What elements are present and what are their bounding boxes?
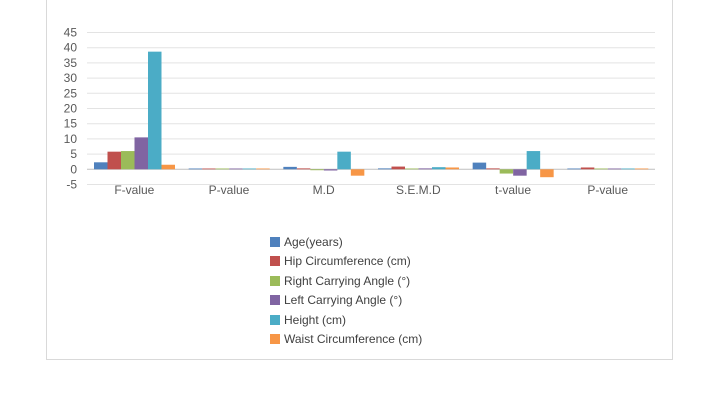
bar [107,151,121,170]
y-tick-label: 10 [64,132,78,146]
bar [323,169,338,171]
legend-label: Age(years) [284,234,343,249]
legend-item: Age(years) [270,232,422,252]
bar [202,168,216,170]
y-tick-label: 30 [64,71,78,85]
bar [134,137,148,170]
bar [405,168,419,170]
legend-item: Height (cm) [270,310,422,330]
bar [432,167,446,170]
bar [242,168,257,170]
bar [283,166,297,170]
legend-label: Hip Circumference (cm) [284,254,411,269]
bar [337,151,351,170]
x-tick-label: P-value [587,183,628,197]
legend-label: Left Carrying Angle (°) [284,293,403,308]
y-tick-label: -5 [66,178,77,192]
bar [296,168,311,170]
y-tick-label: 15 [64,117,78,131]
y-tick-label: 35 [64,56,78,70]
y-tick-label: 45 [64,26,78,40]
x-tick-label: F-value [114,183,154,197]
bar [499,169,514,174]
bar [580,167,595,170]
legend-item: Left Carrying Angle (°) [270,291,422,311]
x-tick-label: S.E.M.D [396,183,441,197]
bar [310,169,324,171]
legend-swatch [270,295,280,306]
y-tick-label: 5 [70,147,77,161]
bar [215,168,230,170]
legend-item: Right Carrying Angle (°) [270,271,422,291]
y-tick-label: 0 [70,162,77,176]
bar [594,168,608,170]
x-axis-tick-labels: F-value P-value M.D S.E.M.D t-value P-value [114,183,628,197]
legend-label: Waist Circumference (cm) [284,332,423,347]
legend-swatch [270,275,280,286]
x-tick-label: P-value [209,183,250,197]
y-tick-label: 40 [64,41,78,55]
bar [391,166,405,170]
bar [229,168,243,170]
bar [540,169,554,178]
bar [621,168,635,170]
bar [607,168,622,170]
bar [567,168,581,170]
x-tick-label: M.D [313,183,335,197]
y-tick-label: 25 [64,86,78,100]
legend-item: Hip Circumference (cm) [270,252,422,272]
bar [486,168,500,170]
legend: Age(years) Hip Circumference (cm) Right Ca… [270,232,422,349]
legend-label: Right Carrying Angle (°) [284,273,411,288]
legend-swatch [270,256,280,267]
bar [445,167,459,170]
bar [161,164,175,170]
bars [94,51,649,178]
bar [472,162,487,170]
bar [188,168,203,170]
y-tick-label: 20 [64,102,78,116]
legend-swatch [270,236,280,247]
legend-item: Waist Circumference (cm) [270,330,422,350]
x-tick-label: t-value [495,183,531,197]
bar [634,168,649,170]
bar [378,168,392,170]
legend-swatch [270,334,280,345]
bar [418,168,432,170]
bar [121,151,135,170]
legend-label: Height (cm) [284,312,347,327]
bar [148,51,162,170]
gridlines [87,32,655,185]
bar [513,169,527,176]
bar [526,151,541,170]
bar [94,162,108,170]
bar [256,168,270,170]
legend-swatch [270,314,280,325]
bar [350,169,365,176]
